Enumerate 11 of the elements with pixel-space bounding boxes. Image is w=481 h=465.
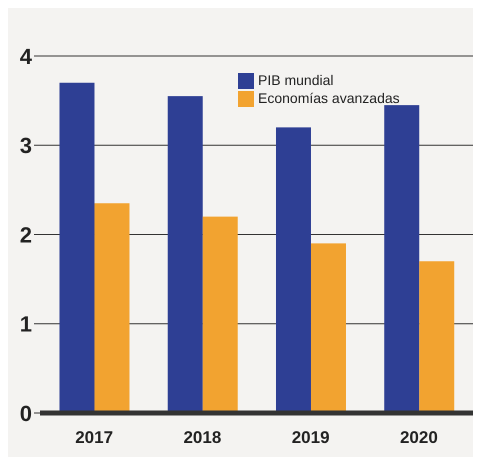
x-tick-label: 2019: [292, 428, 330, 448]
legend-label: Economías avanzadas: [258, 90, 400, 106]
y-tick-label: 3: [20, 133, 32, 158]
y-tick-label: 4: [20, 44, 33, 69]
y-tick-label: 2: [20, 222, 32, 248]
x-tick-label: 2017: [75, 428, 114, 448]
y-tick-label: 0: [20, 400, 32, 426]
x-tick-label: 2020: [400, 428, 438, 448]
x-tick-label: 2018: [183, 428, 222, 448]
legend-label: PIB mundial: [258, 72, 334, 88]
y-tick-label: 1: [20, 312, 32, 337]
